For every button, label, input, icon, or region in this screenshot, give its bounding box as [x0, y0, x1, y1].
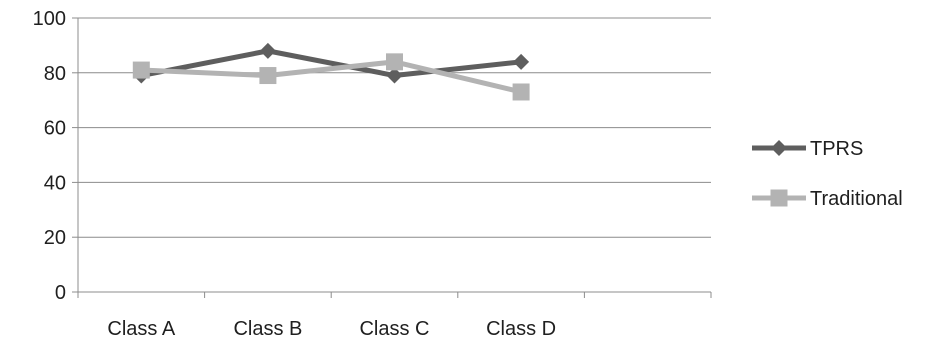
tick-labels: 0 20 40 60 80 100 Class A Class B Class C Class D [33, 8, 556, 340]
series-line-traditional [141, 59, 522, 95]
series-line-tprs [140, 48, 522, 79]
y-tick-label: 20 [44, 227, 66, 249]
data-point-tprs [513, 53, 530, 70]
data-point-tprs [259, 42, 276, 59]
y-tick-label: 0 [55, 282, 66, 304]
data-point-traditional [132, 61, 150, 79]
y-tick-label: 100 [33, 8, 66, 30]
series-markers [132, 42, 530, 101]
x-tick-label: Class D [486, 318, 556, 340]
gridlines [78, 17, 711, 238]
x-tick-label: Class B [233, 318, 302, 340]
legend-marker [771, 140, 787, 156]
data-point-traditional [512, 83, 530, 101]
x-tick-label: Class C [359, 318, 429, 340]
x-tick-label: Class A [107, 318, 175, 340]
series-lines [140, 48, 522, 95]
y-tick-label: 40 [44, 172, 66, 194]
data-point-traditional [259, 67, 277, 85]
data-point-traditional [386, 53, 403, 71]
legend: TPRS Traditional [752, 138, 903, 210]
y-tick-label: 60 [44, 118, 66, 140]
axes [72, 17, 712, 298]
y-tick-label: 80 [44, 63, 66, 85]
legend-marker [770, 189, 788, 207]
legend-label: Traditional [810, 188, 903, 210]
legend-label: TPRS [810, 138, 863, 160]
data-point-tprs [386, 67, 403, 84]
